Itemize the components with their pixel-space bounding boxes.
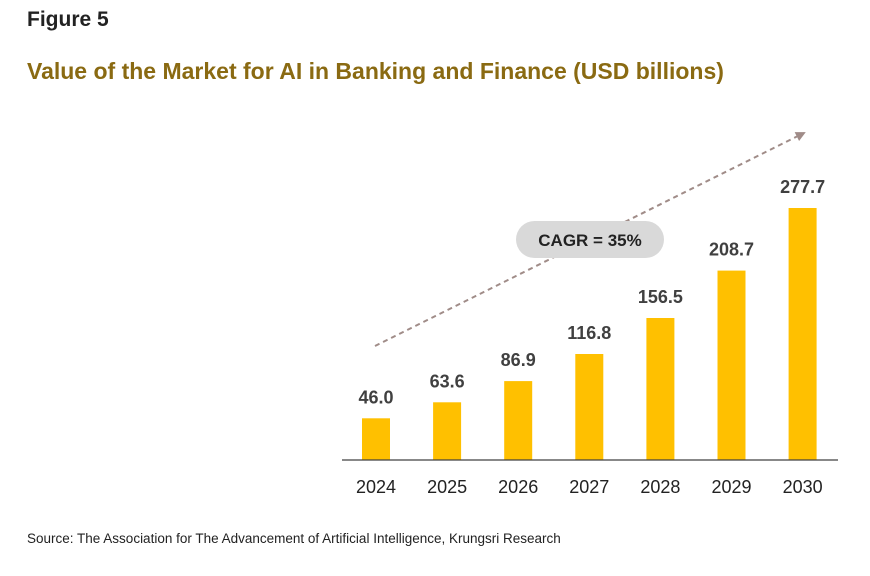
chart-title: Value of the Market for AI in Banking an… (27, 58, 724, 84)
data-label-2026: 86.9 (501, 350, 536, 370)
data-label-2030: 277.7 (780, 177, 825, 197)
cagr-bubble (516, 221, 664, 258)
data-label-2025: 63.6 (430, 371, 465, 391)
source-note: Source: The Association for The Advancem… (27, 531, 561, 546)
x-tick-label-2027: 2027 (569, 477, 609, 497)
bar-2024 (362, 418, 390, 460)
data-label-2024: 46.0 (358, 387, 393, 407)
x-tick-label-2030: 2030 (783, 477, 823, 497)
data-label-2028: 156.5 (638, 287, 683, 307)
cagr-label: CAGR = 35% (538, 231, 641, 250)
trend-arrow (374, 132, 806, 347)
x-tick-label-2029: 2029 (711, 477, 751, 497)
bar-2027 (575, 354, 604, 460)
x-tick-label-2028: 2028 (640, 477, 680, 497)
x-tick-label-2026: 2026 (498, 477, 538, 497)
bar-2025 (433, 402, 462, 460)
bar-2028 (646, 318, 675, 460)
figure-label: Figure 5 (27, 8, 109, 31)
bar-2026 (504, 381, 533, 460)
x-tick-label-2025: 2025 (427, 477, 467, 497)
bar-2030 (788, 208, 817, 460)
bar-chart: 46.0 2024 63.6 2025 86.9 2026 116.8 2027 156.5 20… (342, 132, 838, 497)
data-label-2027: 116.8 (567, 323, 611, 343)
data-label-2029: 208.7 (709, 240, 754, 260)
x-tick-label-2024: 2024 (356, 477, 396, 497)
bar-2029 (717, 270, 746, 460)
